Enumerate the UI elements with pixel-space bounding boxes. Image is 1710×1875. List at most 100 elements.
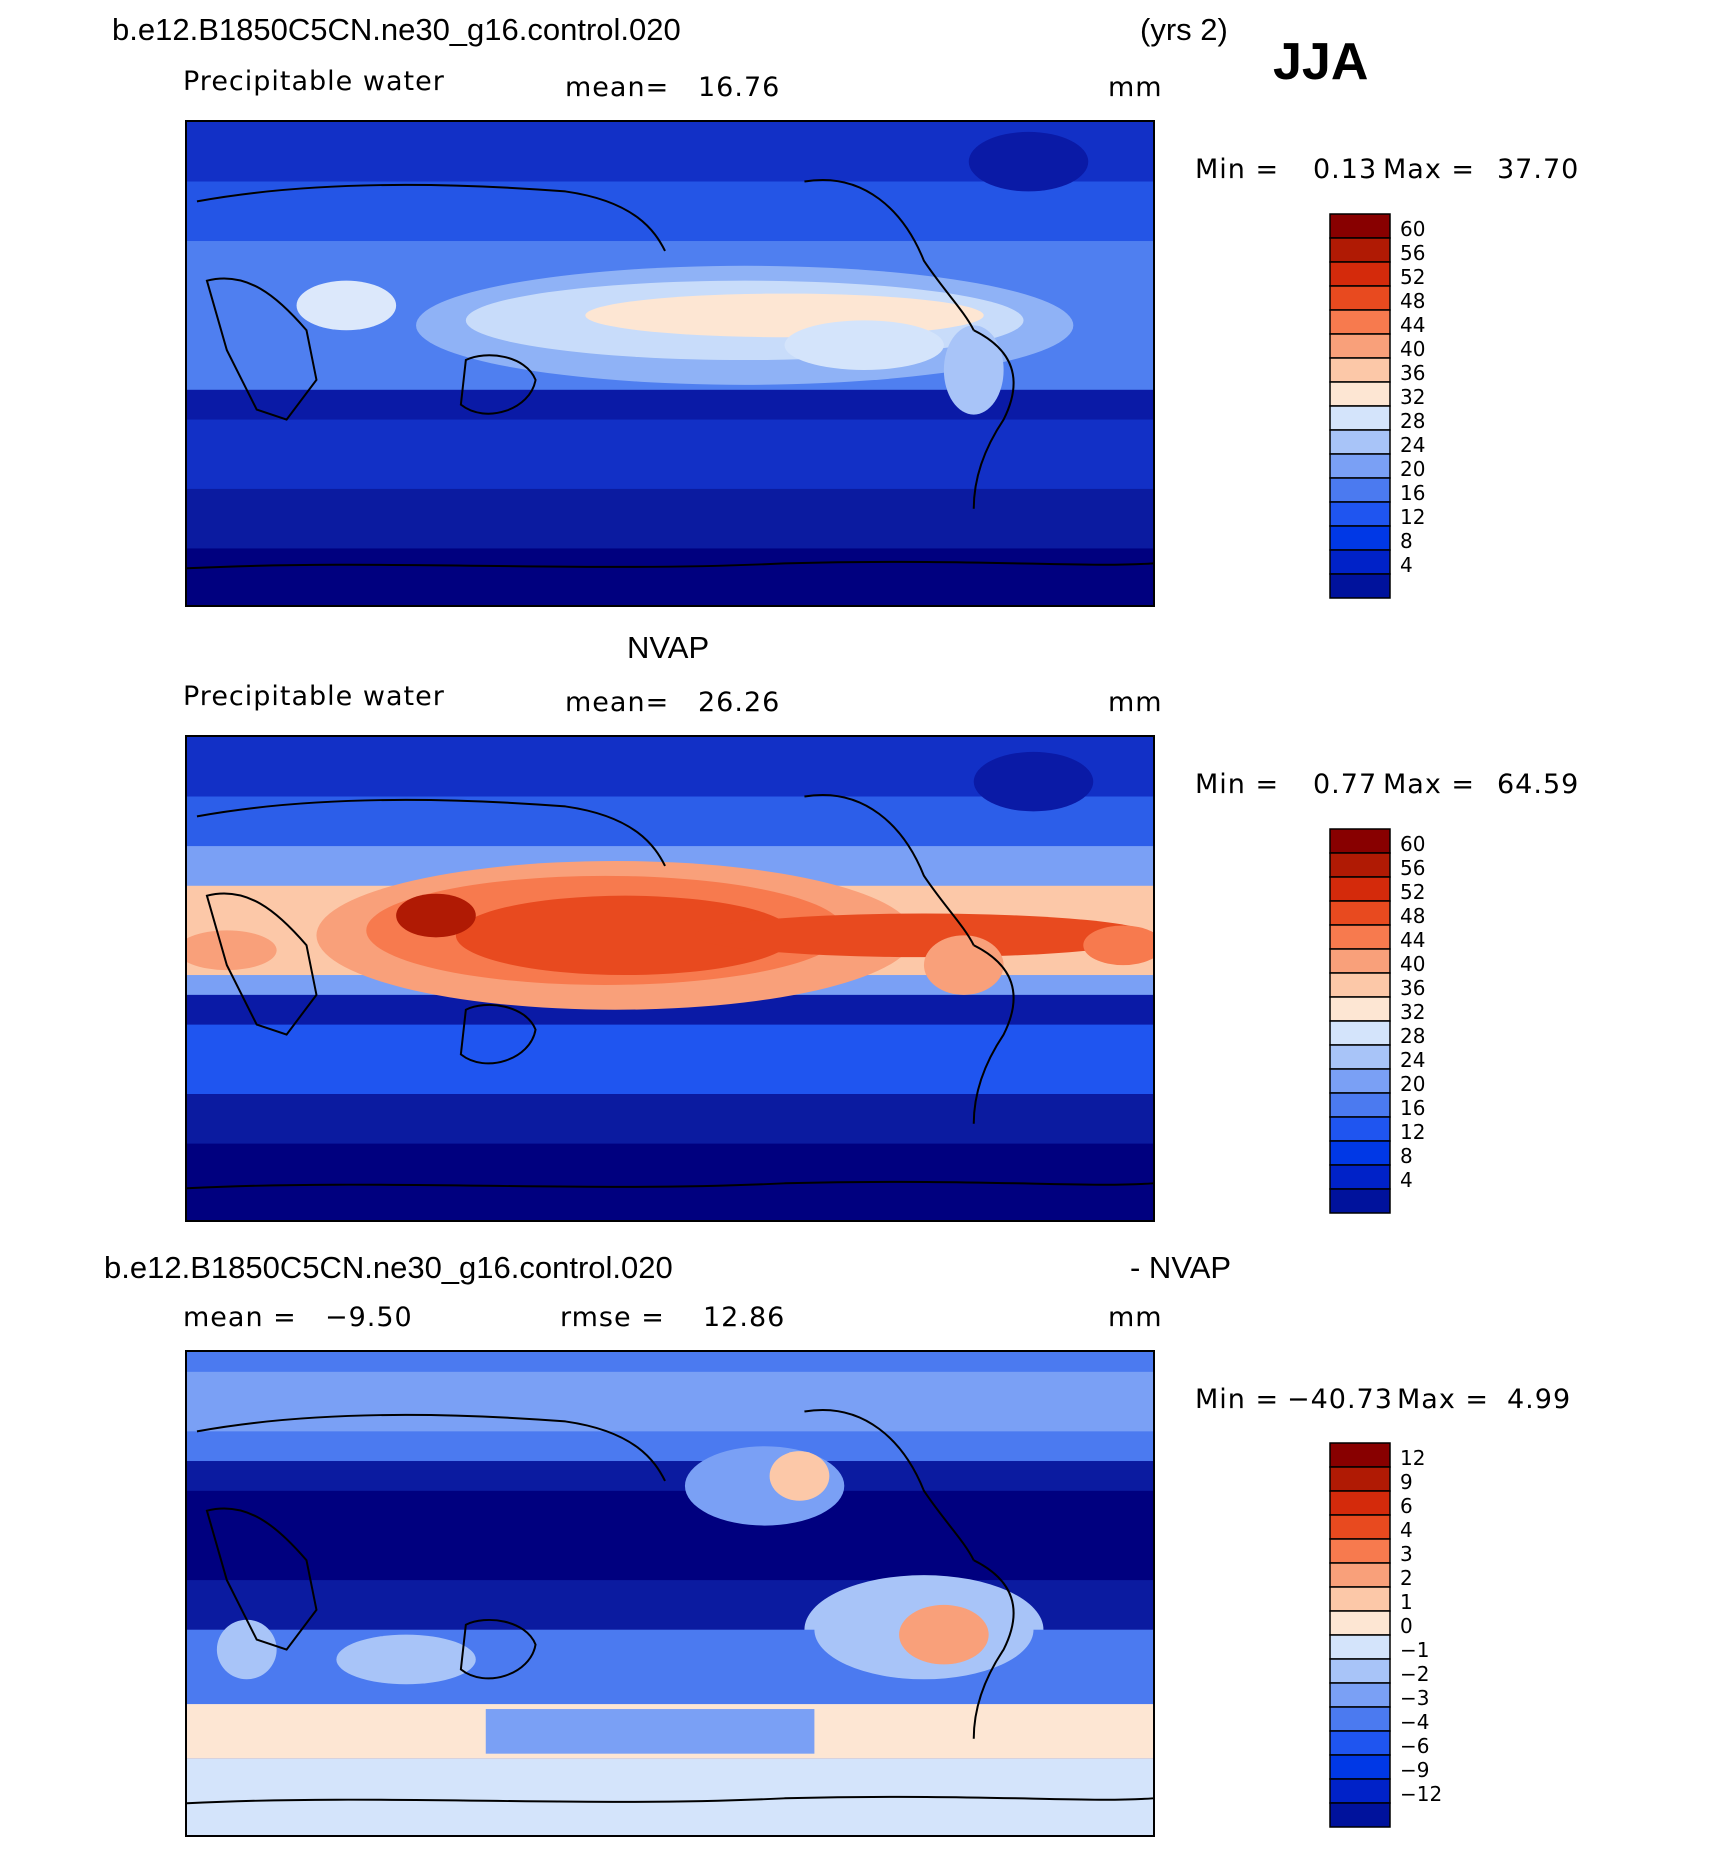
colorbar-swatch (1329, 1586, 1391, 1612)
colorbar-swatch (1329, 948, 1391, 974)
colorbar-level-label: 8 (1400, 1144, 1413, 1168)
colorbar-swatch (1329, 501, 1391, 527)
colorbar-swatch (1329, 1188, 1391, 1214)
colorbar-swatch (1329, 1706, 1391, 1732)
colorbar-swatch (1329, 453, 1391, 479)
colorbar-swatch (1329, 477, 1391, 503)
colorbar-level-label: 28 (1400, 409, 1425, 433)
colorbar-level-label: −6 (1400, 1734, 1429, 1758)
colorbar-swatch (1329, 1490, 1391, 1516)
colorbar-swatch (1329, 333, 1391, 359)
colorbar-swatch (1329, 309, 1391, 335)
panel3-max-label: Max = (1397, 1384, 1490, 1415)
colorbar-swatch (1329, 237, 1391, 263)
colorbar-swatch (1329, 1634, 1391, 1660)
colorbar-level-label: 16 (1400, 481, 1425, 505)
colorbar-swatch (1329, 213, 1391, 239)
colorbar-level-label: 16 (1400, 1096, 1425, 1120)
colorbar-swatch (1329, 525, 1391, 551)
panel1-map (185, 120, 1155, 607)
colorbar-level-label: 56 (1400, 856, 1425, 880)
colorbar-level-label: 40 (1400, 952, 1425, 976)
panel1-mean-value: 16.76 (698, 72, 781, 103)
colorbar-swatch (1329, 1514, 1391, 1540)
colorbar-level-label: −3 (1400, 1686, 1429, 1710)
colorbar-swatch (1329, 1682, 1391, 1708)
colorbar-level-label: 60 (1400, 832, 1425, 856)
colorbar-swatch (1329, 573, 1391, 599)
colorbar-swatch (1329, 1802, 1391, 1828)
colorbar-level-label: −2 (1400, 1662, 1429, 1686)
colorbar-swatch (1329, 1442, 1391, 1468)
colorbar-swatch (1329, 381, 1391, 407)
panel3-title-left: b.e12.B1850C5CN.ne30_g16.control.020 (104, 1250, 673, 1285)
panel2-max-label: Max = (1383, 769, 1476, 800)
colorbar-level-label: 60 (1400, 217, 1425, 241)
panel3-min-value: −40.73 (1287, 1384, 1393, 1415)
colorbar-level-label: 28 (1400, 1024, 1425, 1048)
colorbar-swatch (1329, 357, 1391, 383)
panel2-contour-field (187, 737, 1153, 1220)
colorbar-level-label: 4 (1400, 1168, 1413, 1192)
panel3-min-label: Min = (1195, 1384, 1280, 1415)
colorbar-level-label: 0 (1400, 1614, 1413, 1638)
colorbar-swatch (1329, 1562, 1391, 1588)
colorbar-level-label: 20 (1400, 457, 1425, 481)
colorbar-level-label: 44 (1400, 313, 1425, 337)
panel2-mean-label: mean= (565, 687, 670, 718)
colorbar-swatch (1329, 900, 1391, 926)
panel1-units: mm (1108, 72, 1163, 103)
panel1-max-label: Max = (1383, 154, 1476, 185)
colorbar-level-label: −1 (1400, 1638, 1429, 1662)
colorbar-swatch (1329, 405, 1391, 431)
colorbar-level-label: 32 (1400, 1000, 1425, 1024)
panel1-min-value: 0.13 (1313, 154, 1378, 185)
colorbar-level-label: 52 (1400, 265, 1425, 289)
case-title: b.e12.B1850C5CN.ne30_g16.control.020 (112, 12, 681, 47)
panel3-units: mm (1108, 1302, 1163, 1333)
colorbar-swatch (1329, 429, 1391, 455)
panel2-variable: Precipitable water (183, 681, 445, 712)
colorbar-swatch (1329, 1610, 1391, 1636)
panel3-title-right: - NVAP (1130, 1250, 1232, 1285)
colorbar-swatch (1329, 549, 1391, 575)
panel3-colorbar: 12 9 6 4 3 2 1 0 −1 −2 −3 −4 −6 −9 −12 (1329, 1442, 1470, 1828)
colorbar-swatch (1329, 876, 1391, 902)
colorbar-level-label: 36 (1400, 976, 1425, 1000)
panel2-mean-value: 26.26 (698, 687, 781, 718)
colorbar-swatch (1329, 852, 1391, 878)
colorbar-level-label: 12 (1400, 1120, 1425, 1144)
panel2-title: NVAP (627, 630, 710, 665)
colorbar-level-label: 32 (1400, 385, 1425, 409)
panel1-colorbar: 60 56 52 48 44 40 36 32 28 24 20 16 12 8 4 (1329, 213, 1470, 599)
colorbar-swatch (1329, 1092, 1391, 1118)
colorbar-swatch (1329, 261, 1391, 287)
panel1-contour-field (187, 122, 1153, 605)
colorbar-level-label: 40 (1400, 337, 1425, 361)
colorbar-level-label: 8 (1400, 529, 1413, 553)
colorbar-swatch (1329, 972, 1391, 998)
colorbar-swatch (1329, 1538, 1391, 1564)
colorbar-level-label: −9 (1400, 1758, 1429, 1782)
colorbar-level-label: 4 (1400, 553, 1413, 577)
colorbar-level-label: 36 (1400, 361, 1425, 385)
colorbar-swatch (1329, 1730, 1391, 1756)
colorbar-swatch (1329, 1754, 1391, 1780)
panel3-max-value: 4.99 (1507, 1384, 1572, 1415)
panel2-units: mm (1108, 687, 1163, 718)
colorbar-swatch (1329, 1044, 1391, 1070)
colorbar-level-label: 9 (1400, 1470, 1413, 1494)
colorbar-swatch (1329, 1020, 1391, 1046)
panel3-rmse-value: 12.86 (703, 1302, 786, 1333)
colorbar-level-label: 6 (1400, 1494, 1413, 1518)
panel1-variable: Precipitable water (183, 66, 445, 97)
colorbar-swatch (1329, 1778, 1391, 1804)
panel3-contour-field (187, 1352, 1153, 1835)
colorbar-swatch (1329, 996, 1391, 1022)
colorbar-swatch (1329, 1116, 1391, 1142)
colorbar-level-label: −4 (1400, 1710, 1429, 1734)
colorbar-level-label: 44 (1400, 928, 1425, 952)
colorbar-level-label: 52 (1400, 880, 1425, 904)
colorbar-swatch (1329, 1658, 1391, 1684)
colorbar-level-label: 24 (1400, 1048, 1425, 1072)
